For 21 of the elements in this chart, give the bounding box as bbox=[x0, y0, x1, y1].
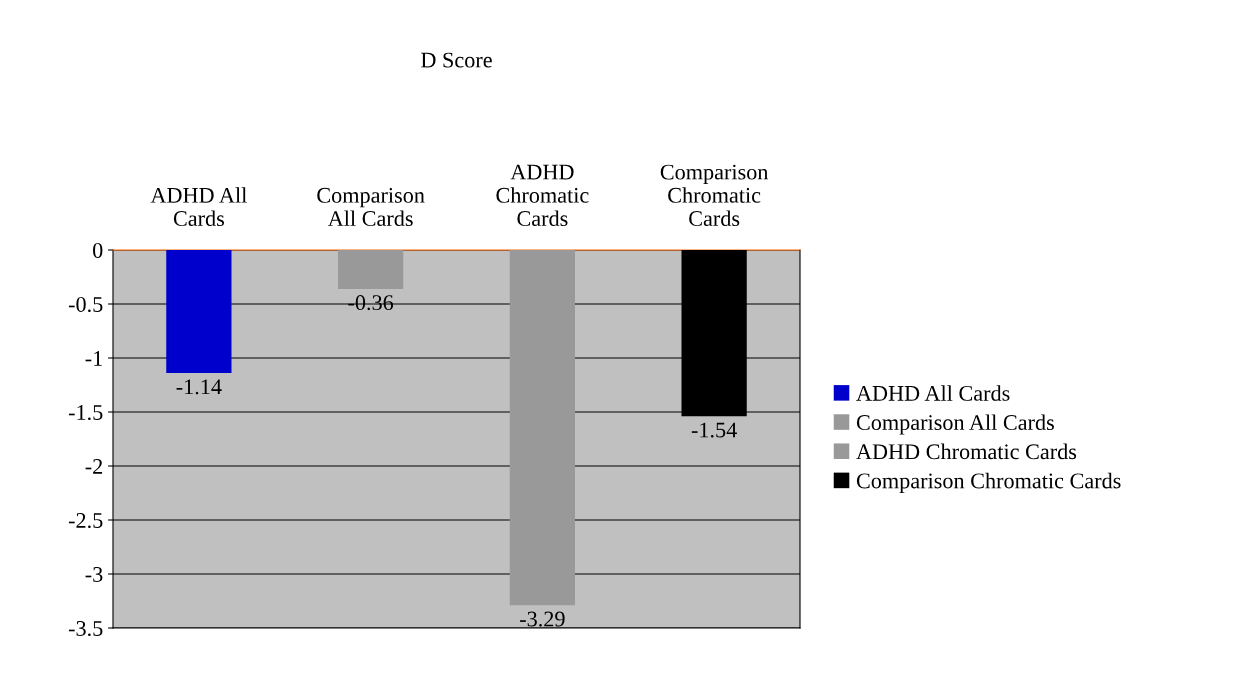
y-tick-label: -3 bbox=[85, 566, 103, 582]
y-tick-label: -1 bbox=[85, 351, 102, 366]
x-tick-label: ADHD All Cards bbox=[150, 187, 247, 227]
y-tick-label: -3.5 bbox=[68, 620, 103, 637]
legend-label: ADHD All Cards bbox=[856, 385, 1010, 401]
data-label: -0.36 bbox=[348, 295, 394, 311]
data-label: -1.54 bbox=[691, 422, 737, 438]
x-tick-label: Comparison Chromatic Cards bbox=[660, 164, 769, 227]
x-tick-label: ADHD Chromatic Cards bbox=[496, 164, 589, 227]
legend-label: ADHD Chromatic Cards bbox=[856, 443, 1077, 460]
y-tick-label: -2.5 bbox=[68, 512, 103, 529]
legend-label: Comparison Chromatic Cards bbox=[856, 472, 1121, 493]
y-tick-label: -2 bbox=[85, 458, 103, 474]
y-tick-label: -1.5 bbox=[68, 405, 103, 421]
data-label: -3.29 bbox=[520, 611, 565, 627]
y-tick-label: -0.5 bbox=[68, 296, 103, 313]
y-tick-label: 0 bbox=[93, 242, 103, 258]
data-label: -1.14 bbox=[176, 379, 222, 395]
x-tick-label: Comparison All Cards bbox=[317, 187, 425, 227]
chart-title: D Score bbox=[421, 52, 492, 68]
legend-label: Comparison All Cards bbox=[856, 414, 1054, 435]
